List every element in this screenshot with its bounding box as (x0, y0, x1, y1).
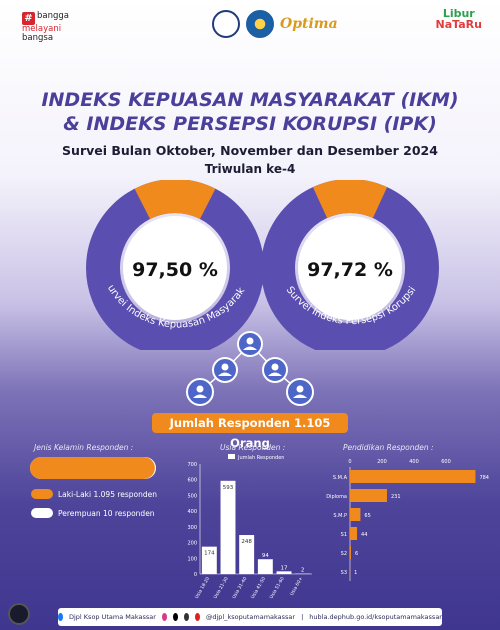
edu-bar (350, 546, 351, 559)
age-y-tick-label: 700 (187, 462, 197, 468)
brand-logo: # bangga melayani bangsa (22, 12, 69, 43)
ipk-gap-arc (312, 180, 388, 219)
quarter-label: Triwulan ke-4 (204, 162, 296, 176)
edu-bar (350, 508, 361, 521)
age-data-label: 248 (241, 539, 252, 545)
age-bar (220, 480, 236, 574)
edu-bar (350, 470, 476, 483)
ipk-gauge: 97,72 % Survei Indeks Persepsi Korupsi (261, 180, 439, 350)
edu-data-label: 6 (355, 551, 358, 557)
age-data-label: 17 (281, 565, 288, 571)
ministry-logo-icon (212, 10, 240, 38)
person-icon (262, 357, 288, 383)
person-icon (186, 378, 214, 406)
age-legend-label: Jumlah Responden (237, 455, 284, 461)
age-y-tick-label: 600 (187, 478, 197, 484)
footer-social-handle: @djpl_ksoputamamakassar (205, 613, 296, 621)
edu-data-label: 784 (479, 475, 489, 481)
edu-category-label: S.M.A (333, 475, 348, 481)
gauges: 97,50 % Survei Indeks Kepuasan Masyaraka… (0, 180, 439, 350)
age-data-label: 94 (262, 553, 269, 559)
age-category-label: Usia 51-60 (268, 576, 285, 600)
edu-category-label: S3 (341, 570, 347, 576)
age-category-label: Usia 41-50 (250, 576, 267, 600)
age-y-tick-label: 400 (187, 509, 197, 515)
age-y-tick-label: 500 (187, 493, 197, 499)
age-data-label: 2 (301, 568, 305, 574)
legend-label-female: Perempuan 10 responden (58, 509, 155, 518)
age-data-label: 174 (204, 551, 215, 557)
youtube-icon (194, 613, 200, 621)
gender-chart-title: Jenis Kelamin Responden : (34, 443, 134, 452)
age-legend-swatch (228, 454, 235, 459)
edu-data-label: 65 (364, 513, 370, 519)
edu-bar (350, 489, 387, 502)
footer-bar: Djpl Ksop Utama Makassar @djpl_ksoputama… (58, 608, 442, 626)
instagram-icon (161, 613, 167, 621)
title-line-2: & INDEKS PERSEPSI KORUPSI (IPK) (63, 113, 437, 135)
libur-nataru-logo: Libur NaTaRu (435, 7, 482, 31)
age-y-tick-label: 100 (187, 556, 197, 562)
edu-bar (350, 527, 358, 540)
ikm-value: 97,50 % (132, 259, 218, 281)
edu-x-tick-label: 0 (348, 459, 351, 465)
account-avatar (8, 603, 30, 625)
hashtag-icon: # (22, 12, 35, 25)
person-icon (237, 331, 263, 357)
age-data-label: 593 (223, 485, 234, 491)
footer-website: hubla.dephub.go.id/ksoputamamakassar (309, 613, 442, 621)
person-icon (212, 357, 238, 383)
edu-x-tick-label: 400 (409, 459, 419, 465)
age-y-tick-label: 300 (187, 525, 197, 531)
brand-text: bangga melayani bangsa (22, 11, 69, 43)
tiktok-icon (183, 613, 189, 621)
hubla-logo-icon (246, 10, 274, 38)
people-icons (186, 331, 314, 406)
optima-logo: Optima (280, 16, 338, 32)
age-bar (201, 546, 217, 574)
edu-data-label: 1 (354, 570, 357, 576)
age-y-tick-label: 0 (194, 572, 197, 578)
edu-data-label: 44 (361, 532, 367, 538)
facebook-icon (58, 613, 63, 621)
legend-label-male: Laki-Laki 1.095 responden (58, 490, 157, 499)
footer-facebook-handle: Djpl Ksop Utama Makassar (68, 613, 156, 621)
page-title: INDEKS KEPUASAN MASYARAKAT (IKM) & INDEK… (0, 88, 500, 136)
edu-x-tick-label: 600 (441, 459, 451, 465)
legend-swatch-female (31, 508, 53, 518)
education-chart: 0 200 400 600 S.M.A 784 Diploma 231 S.M.P 65 S1 44… (326, 459, 489, 581)
gender-chart: Laki-Laki 1.095 responden Perempuan 10 r… (30, 457, 157, 518)
edu-x-tick-label: 200 (377, 459, 387, 465)
person-icon (286, 378, 314, 406)
edu-category-label: S1 (341, 532, 347, 538)
age-category-label: Usia 60+ (289, 576, 305, 597)
edu-data-label: 231 (391, 494, 401, 500)
title-line-1: INDEKS KEPUASAN MASYARAKAT (IKM) (41, 89, 459, 111)
legend-swatch-male (31, 489, 53, 499)
respondent-network-graphic (186, 331, 314, 406)
education-chart-title: Pendidikan Responden : (343, 443, 434, 452)
respondents-banner: Jumlah Responden 1.105 Orang (152, 413, 348, 450)
ipk-value: 97,72 % (307, 259, 393, 281)
gender-bar-male (30, 457, 155, 479)
age-bar (257, 559, 273, 574)
survey-period: Survei Bulan Oktober, November dan Desem… (62, 143, 438, 158)
age-y-tick-label: 200 (187, 541, 197, 547)
age-chart-title: Usia Responden : (220, 443, 286, 452)
age-category-label: Usia 21-30 (212, 576, 229, 600)
ikm-center (123, 216, 227, 320)
ikm-gauge: 97,50 % Survei Indeks Kepuasan Masyaraka… (0, 180, 264, 350)
x-icon (172, 613, 178, 621)
edu-category-label: S2 (341, 551, 347, 557)
age-bar (239, 535, 255, 574)
ikm-gap-arc (134, 180, 216, 220)
institution-logos: Optima (212, 10, 338, 38)
age-bar (276, 571, 292, 574)
age-chart: Jumlah Responden 0100200300400500600700 … (187, 454, 312, 600)
ipk-center (298, 216, 402, 320)
edu-category-label: S.M.P (333, 513, 347, 519)
edu-category-label: Diploma (326, 494, 347, 500)
age-category-label: Usia 31-40 (231, 576, 248, 600)
age-category-label: Usia 18-20 (194, 576, 211, 600)
